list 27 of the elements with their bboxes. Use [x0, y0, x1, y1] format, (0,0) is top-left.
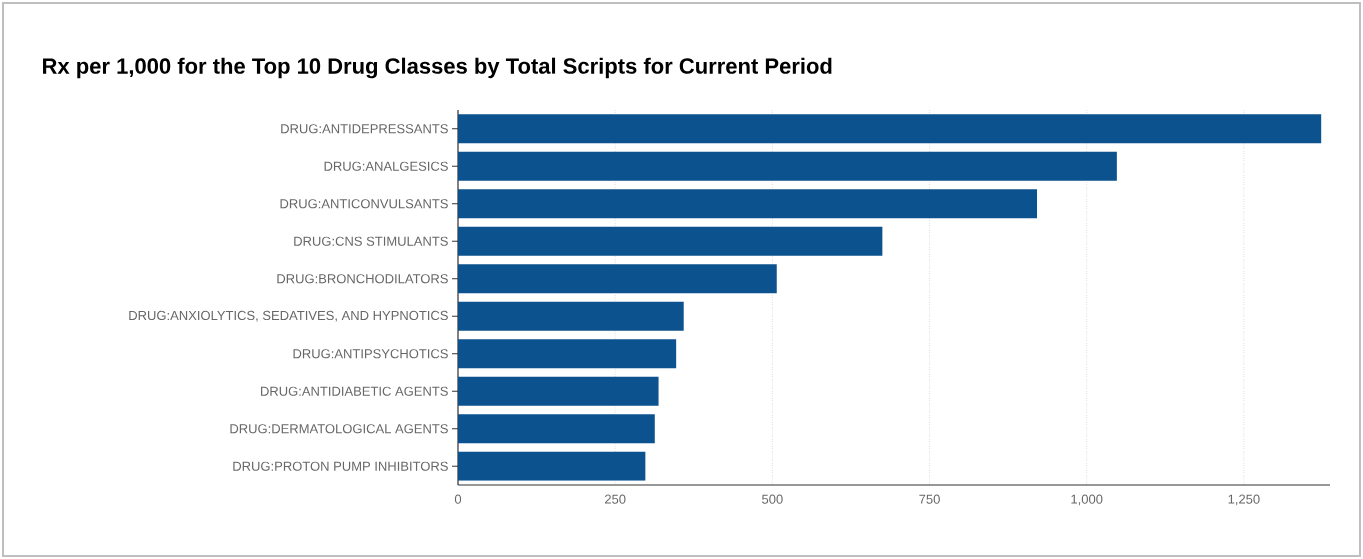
- bar: [458, 189, 1038, 219]
- y-tick-label: DRUG:DERMATOLOGICAL AGENTS: [230, 424, 448, 434]
- bar: [458, 226, 883, 256]
- bar: [458, 414, 655, 444]
- y-tick-label: DRUG:ANTIDEPRESSANTS: [281, 124, 448, 134]
- x-tick-label: 250: [604, 494, 626, 504]
- x-tick-label: 750: [919, 494, 940, 504]
- y-tick-label: DRUG:BRONCHODILATORS: [277, 274, 448, 284]
- bar: [458, 151, 1117, 181]
- x-tick-label: 500: [762, 494, 783, 504]
- y-tick-label: DRUG:ANXIOLYTICS, SEDATIVES, AND HYPNOTICS: [129, 310, 448, 322]
- x-tick-label: 1,250: [1228, 494, 1260, 506]
- y-tick-label: DRUG:ANTIDIABETIC AGENTS: [261, 386, 448, 396]
- bar: [458, 376, 659, 406]
- chart-title: Rx per 1,000 for the Top 10 Drug Classes by Total Scripts for Current Period: [43, 57, 832, 79]
- y-tick-label: DRUG:ANTICONVULSANTS: [280, 199, 448, 209]
- bar: [458, 114, 1322, 144]
- bar: [458, 339, 677, 369]
- bar: [458, 301, 684, 331]
- bar: [458, 264, 777, 294]
- y-tick-label: DRUG:ANALGESICS: [324, 161, 448, 171]
- bar: [458, 451, 646, 481]
- y-tick-label: DRUG:ANTIPSYCHOTICS: [293, 349, 448, 359]
- x-tick-label: 0: [454, 494, 462, 504]
- y-tick-label: DRUG:CNS STIMULANTS: [294, 236, 448, 246]
- y-tick-label: DRUG:PROTON PUMP INHIBITORS: [233, 461, 448, 471]
- x-tick-label: 1,000: [1071, 494, 1103, 506]
